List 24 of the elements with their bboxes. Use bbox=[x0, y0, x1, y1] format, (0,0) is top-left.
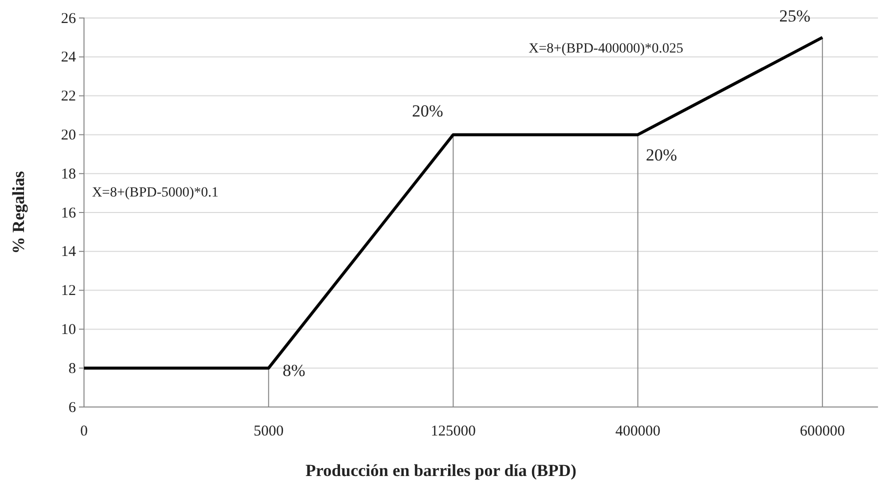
y-tick-label: 12 bbox=[61, 283, 76, 300]
y-tick-label: 6 bbox=[68, 400, 76, 416]
annotation: 8% bbox=[282, 361, 306, 380]
annotation: 20% bbox=[646, 146, 677, 165]
y-tick-label: 22 bbox=[61, 88, 76, 105]
y-tick-label: 26 bbox=[61, 10, 76, 27]
annotation: X=8+(BPD-400000)*0.025 bbox=[528, 41, 684, 56]
y-tick-label: 18 bbox=[61, 166, 76, 182]
y-axis-title: % Regalias bbox=[9, 170, 28, 254]
annotation: X=8+(BPD-5000)*0.1 bbox=[92, 185, 219, 200]
y-tick-label: 24 bbox=[61, 50, 76, 66]
x-tick-label: 600000 bbox=[800, 424, 845, 440]
x-tick-label: 5000 bbox=[254, 424, 284, 440]
x-axis-title: Producción en barriles por día (BPD) bbox=[306, 461, 576, 480]
annotation: 20% bbox=[412, 102, 444, 121]
x-tick-label: 400000 bbox=[615, 424, 660, 440]
y-tick-label: 20 bbox=[61, 128, 76, 144]
x-tick-label: 125000 bbox=[430, 424, 476, 440]
annotation: 25% bbox=[779, 6, 810, 26]
y-tick-label: 8 bbox=[68, 360, 76, 377]
y-tick-label: 10 bbox=[61, 322, 76, 338]
y-tick-label: 16 bbox=[61, 205, 76, 222]
y-tick-label: 14 bbox=[61, 244, 76, 260]
x-tick-label: 0 bbox=[80, 424, 88, 440]
